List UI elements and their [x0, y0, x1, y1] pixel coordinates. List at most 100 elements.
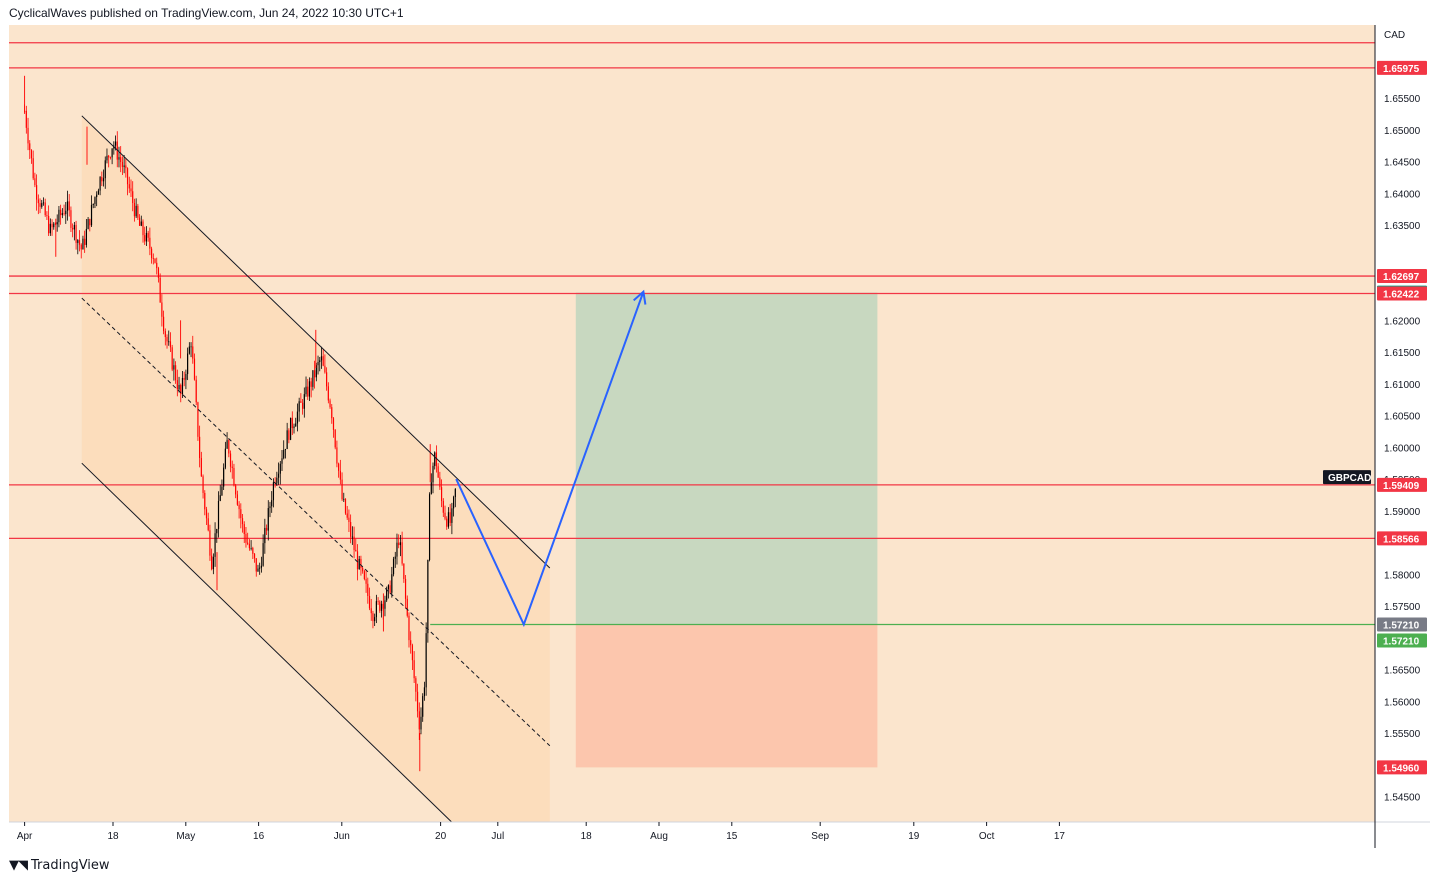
tradingview-logo-label: TradingView	[31, 858, 110, 873]
candle-body	[434, 452, 436, 466]
candle-body	[233, 467, 235, 486]
candle-body	[439, 477, 441, 488]
candle-body	[121, 162, 124, 167]
price-tag	[1377, 633, 1427, 648]
price-tag	[1377, 760, 1427, 775]
candle-body	[101, 177, 103, 182]
candle-body	[49, 223, 51, 234]
candle-body	[308, 381, 311, 397]
candle-body	[48, 216, 50, 234]
candle-body	[126, 168, 129, 185]
candle-body	[238, 504, 240, 510]
time-tick-label: Apr	[17, 831, 33, 842]
candle-body	[291, 417, 293, 429]
time-tick-label: 17	[1054, 831, 1066, 842]
projection-path	[455, 291, 645, 628]
candle-body	[94, 197, 96, 204]
candle-body	[252, 548, 254, 554]
candle-body	[442, 500, 444, 513]
time-tick-label: 15	[726, 831, 738, 842]
price-tag-label: 1.62697	[1383, 272, 1420, 283]
candle-body	[341, 479, 343, 500]
candle-body	[250, 548, 252, 549]
candle-body	[344, 498, 347, 514]
candle-body	[85, 228, 87, 245]
candle-body	[169, 341, 172, 348]
candle-body	[356, 551, 359, 570]
candle-body	[150, 248, 153, 259]
price-axis[interactable]: 1.65500 1.65000 1.64500 1.64000 1.63500 1.620…	[1384, 94, 1421, 804]
candle-body	[37, 199, 39, 204]
candle-body	[202, 476, 204, 493]
candle-body	[128, 184, 130, 189]
candle-body	[173, 365, 175, 370]
candle-body	[152, 258, 154, 259]
candle-body	[370, 608, 372, 614]
candle-body	[389, 585, 391, 593]
candle-body	[372, 613, 374, 622]
candle-body	[159, 277, 161, 303]
candle-body	[365, 578, 367, 584]
candle-body	[44, 202, 46, 216]
tradingview-logo[interactable]: ▼◥ TradingView	[9, 858, 110, 873]
candle-body	[272, 482, 275, 501]
channel-middle-line	[81, 297, 551, 747]
candle-body	[209, 530, 211, 556]
candle-body	[193, 358, 196, 380]
price-tick-label: 1.61000	[1384, 380, 1421, 391]
candle-body	[236, 494, 238, 505]
candle-body	[164, 331, 166, 338]
candle-body	[367, 583, 369, 597]
candle-body	[145, 232, 148, 242]
candle-body	[205, 509, 208, 519]
candle-body	[30, 150, 33, 159]
candle-body	[386, 589, 388, 601]
channel-upper-line	[81, 115, 551, 569]
candle-body	[324, 365, 326, 373]
candle-body	[99, 177, 101, 191]
time-tick-label: Jun	[334, 831, 350, 842]
candle-body	[319, 360, 321, 363]
time-axis[interactable]: Apr 18 May 16 Jun 20 Jul 18 Aug 15 Sep 19 Oct 17	[17, 822, 1066, 842]
candle-body	[253, 553, 256, 559]
candle-body	[415, 678, 417, 692]
candle-body	[307, 386, 309, 397]
candle-body	[231, 466, 233, 468]
candle-body	[408, 615, 410, 641]
candle-body	[32, 158, 34, 179]
candle-body	[41, 203, 43, 207]
projection-arrowhead	[633, 289, 647, 305]
candle-body	[255, 558, 257, 572]
candle-body	[451, 508, 453, 523]
tradingview-logo-icon: ▼◥	[9, 858, 28, 873]
candle-body	[380, 603, 383, 611]
candle-body	[286, 430, 288, 450]
candle-body	[229, 453, 232, 467]
candle-body	[135, 205, 137, 217]
price-tick-label: 1.55500	[1384, 729, 1421, 740]
candle-body	[157, 268, 160, 278]
projection-layer	[455, 289, 647, 628]
price-tick-label: 1.56500	[1384, 666, 1421, 677]
price-tick-label: 1.60500	[1384, 412, 1421, 423]
candle-body	[332, 418, 335, 430]
candle-body	[241, 518, 244, 525]
candle-body	[432, 465, 434, 483]
candle-body	[454, 488, 456, 498]
candle-body	[102, 178, 105, 182]
candle-body	[25, 110, 27, 128]
candle-body	[447, 512, 450, 527]
candle-body	[162, 316, 165, 332]
price-tag-label: 1.57210	[1383, 636, 1420, 647]
candle-body	[260, 565, 263, 568]
candle-body	[279, 463, 281, 474]
time-tick-label: May	[176, 831, 195, 842]
channel-fill	[81, 115, 550, 823]
candle-body	[314, 370, 316, 378]
candle-body	[138, 217, 141, 226]
price-tick-label: 1.64500	[1384, 158, 1421, 169]
candle-body	[346, 513, 348, 518]
candle-body	[358, 558, 360, 570]
candle-body	[269, 506, 271, 509]
